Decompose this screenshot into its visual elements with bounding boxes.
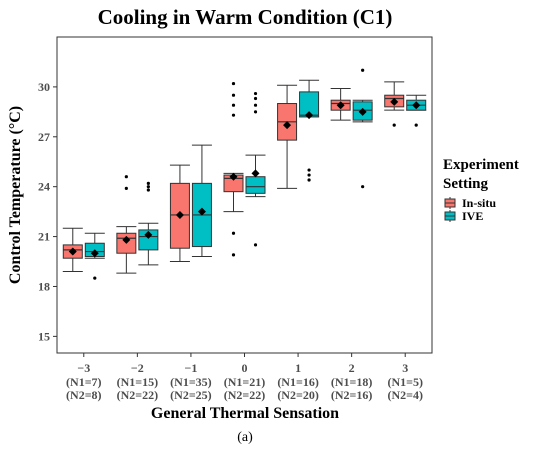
- x-tick-n2-label: (N2=22): [117, 388, 159, 402]
- mean-marker: [251, 169, 260, 178]
- legend-title-line1: Experiment: [443, 157, 519, 173]
- x-tick-n1-label: (N1=5): [387, 375, 423, 389]
- outlier-point: [253, 103, 258, 107]
- mean-marker: [336, 101, 345, 110]
- y-tick-label: 18: [38, 279, 50, 293]
- mean-marker: [229, 172, 238, 181]
- mean-marker: [175, 210, 184, 219]
- outlier-point: [231, 113, 236, 117]
- series-ive: [84, 68, 427, 280]
- box-group: [116, 175, 137, 274]
- outlier-point: [124, 186, 128, 190]
- x-tick-label: −3: [77, 361, 90, 375]
- box-group: [384, 81, 405, 127]
- outlier-point: [231, 81, 236, 86]
- box-group: [352, 68, 373, 189]
- outlier-point: [414, 123, 418, 127]
- x-tick-n1-label: (N1=21): [224, 375, 266, 389]
- mean-marker: [358, 107, 367, 116]
- x-tick-n1-label: (N1=35): [170, 375, 212, 389]
- box-group: [245, 91, 266, 247]
- box-iqr: [138, 229, 159, 251]
- x-tick-n2-label: (N2=20): [277, 388, 319, 402]
- legend-label: IVE: [462, 209, 483, 223]
- box-group: [62, 227, 83, 273]
- mean-marker: [90, 249, 99, 258]
- outlier-point: [253, 91, 258, 96]
- outlier-point: [93, 276, 97, 280]
- x-tick-n2-label: (N2=22): [224, 388, 266, 402]
- mean-marker: [283, 121, 292, 130]
- boxplot-series: [62, 68, 427, 280]
- outlier-point: [307, 178, 311, 182]
- y-tick-label: 27: [38, 130, 50, 144]
- mean-marker: [144, 230, 153, 239]
- y-axis: 15 18 21 24 27 30: [38, 80, 57, 343]
- outlier-point: [146, 188, 150, 192]
- x-tick-n1-label: (N1=7): [66, 375, 102, 389]
- x-tick-n1-label: (N1=15): [117, 375, 159, 389]
- legend-key-in-situ: [444, 197, 456, 209]
- y-axis-title: Control Temperature (°C): [7, 106, 24, 284]
- legend-key-ive: [444, 210, 456, 222]
- y-tick-label: 30: [38, 80, 50, 94]
- x-tick-label: 2: [349, 361, 355, 375]
- box-group: [169, 164, 190, 263]
- x-tick-label: −2: [131, 361, 144, 375]
- box-group: [138, 181, 159, 266]
- outlier-point: [231, 253, 236, 257]
- x-tick-label: −1: [185, 361, 198, 375]
- outlier-point: [124, 175, 128, 179]
- x-tick-n2-label: (N2=4): [387, 388, 423, 402]
- box-group: [84, 232, 105, 280]
- plot-panel: [56, 36, 433, 354]
- x-axis-title: General Thermal Sensation: [151, 405, 339, 422]
- y-tick-label: 24: [38, 180, 50, 194]
- chart-title: Cooling in Warm Condition (C1): [98, 5, 393, 29]
- x-tick-n1-label: (N1=16): [277, 375, 319, 389]
- x-tick-n2-label: (N2=25): [170, 388, 212, 402]
- x-tick-label: 3: [402, 361, 408, 375]
- box-group: [223, 81, 244, 257]
- outlier-point: [361, 68, 365, 72]
- outlier-point: [253, 110, 258, 114]
- x-tick-n1-label: (N1=18): [331, 375, 373, 389]
- outlier-point: [253, 96, 258, 101]
- y-tick-label: 21: [38, 230, 50, 244]
- figure-caption: (a): [237, 430, 253, 445]
- outlier-point: [231, 231, 236, 235]
- outlier-point: [146, 181, 150, 185]
- box-group: [277, 84, 298, 189]
- box-group: [406, 94, 427, 127]
- mean-marker: [122, 235, 131, 244]
- outlier-point: [253, 243, 258, 247]
- x-tick-label: 0: [242, 361, 248, 375]
- mean-marker: [412, 101, 421, 110]
- box-group: [330, 88, 351, 121]
- box-group: [191, 144, 212, 258]
- legend-title-line2: Setting: [443, 176, 489, 192]
- outlier-point: [307, 173, 311, 177]
- outlier-point: [146, 185, 150, 189]
- mean-marker: [390, 97, 399, 106]
- outlier-point: [231, 103, 236, 107]
- mean-marker: [68, 247, 77, 256]
- series-in-situ: [62, 81, 405, 274]
- y-tick-label: 15: [38, 329, 50, 343]
- x-tick-n2-label: (N2=16): [331, 388, 373, 402]
- legend-label: In-situ: [462, 196, 496, 210]
- mean-marker: [197, 207, 206, 216]
- x-tick-n2-label: (N2=8): [66, 388, 102, 402]
- outlier-point: [361, 185, 365, 189]
- box-iqr: [245, 176, 266, 194]
- outlier-point: [307, 168, 311, 172]
- box-group: [299, 79, 320, 182]
- x-axis: −3(N1=7)(N2=8)−2(N1=15)(N2=22)−1(N1=35)(…: [66, 353, 423, 402]
- outlier-point: [392, 123, 396, 127]
- x-tick-label: 1: [295, 361, 301, 375]
- mean-marker: [305, 111, 314, 120]
- outlier-point: [231, 93, 236, 97]
